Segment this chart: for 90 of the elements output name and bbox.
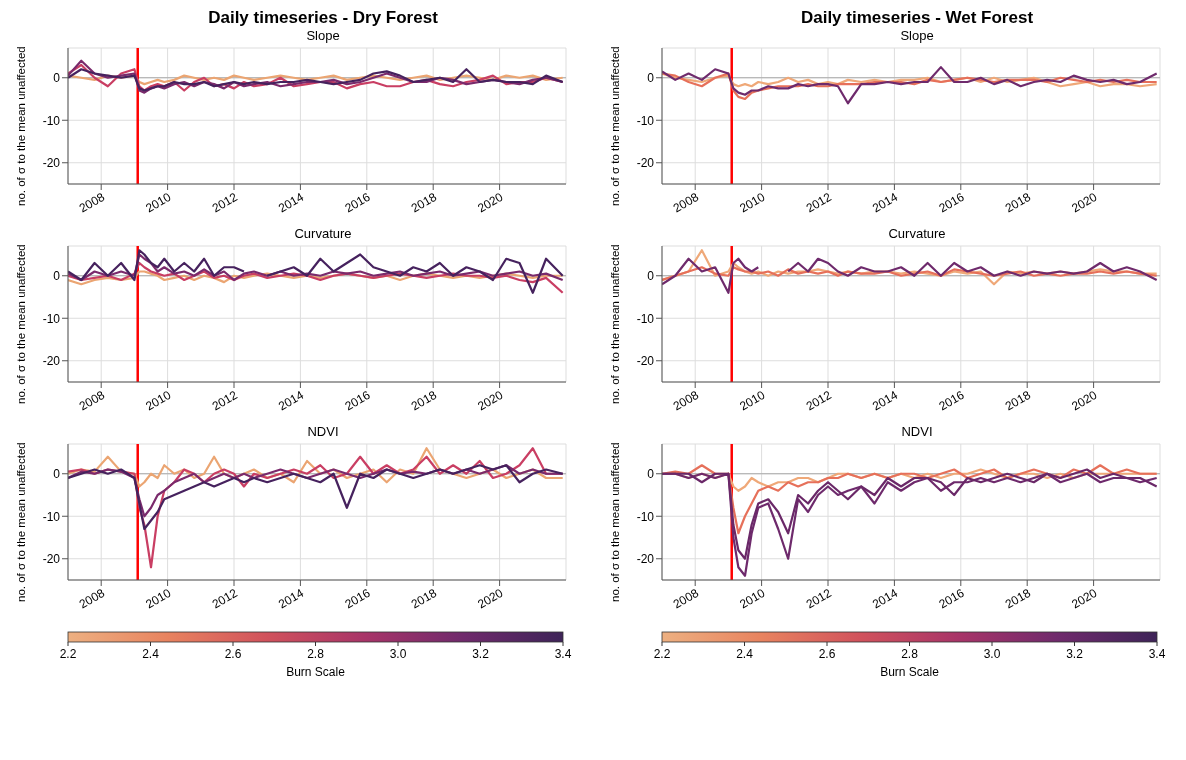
chart-subtitle: Curvature [293,226,353,242]
x-tick-label: 2016 [342,585,373,612]
x-tick-label: 2018 [408,189,440,216]
x-tick-label: 2010 [143,387,174,414]
x-tick-label: 2010 [143,189,174,216]
x-tick-label: 2008 [76,387,108,414]
x-tick-label: 2020 [475,387,506,414]
x-tick-label: 2012 [209,585,241,612]
chart-subtitle: Curvature [887,226,947,242]
y-tick-label: 0 [647,467,655,482]
color-bar-label: 3.0 [389,647,407,661]
color-bar-label: 2.8 [307,647,325,661]
x-tick-label: 2018 [1002,387,1034,414]
y-axis-title: no. of σ to the mean unaffected [609,442,622,602]
x-tick-label: 2008 [670,189,702,216]
y-tick-label: -20 [636,354,655,369]
y-tick-label: -20 [42,156,61,171]
color-bar-label: 3.2 [1066,647,1084,661]
chart-subtitle: NDVI [306,424,340,440]
y-tick-label: -10 [636,113,655,128]
x-tick-label: 2014 [870,585,901,612]
color-bar-label: 2.2 [59,647,77,661]
color-bar-title: Burn Scale [880,665,940,679]
color-bar-label: 2.4 [736,647,754,661]
x-tick-label: 2014 [870,189,901,216]
y-tick-label: -20 [42,552,61,567]
y-tick-label: -10 [42,311,61,326]
color-bar-title: Burn Scale [286,665,346,679]
y-tick-label: -20 [42,354,61,369]
y-tick-label: -10 [636,311,655,326]
y-tick-label: -10 [42,509,61,524]
x-tick-label: 2010 [737,387,768,414]
color-bar-label: 2.2 [653,647,671,661]
x-tick-label: 2008 [670,585,702,612]
x-tick-label: 2010 [143,585,174,612]
color-bar-label: 3.0 [983,647,1001,661]
color-bar-label: 3.4 [554,647,572,661]
chart-subtitle: Slope [899,28,935,44]
x-tick-label: 2014 [276,387,307,414]
color-bar-label: 2.8 [901,647,919,661]
color-bar-label: 3.2 [472,647,490,661]
x-tick-label: 2010 [737,189,768,216]
x-tick-label: 2016 [342,387,373,414]
color-bar-label: 2.4 [142,647,160,661]
x-tick-label: 2014 [276,189,307,216]
x-tick-label: 2018 [1002,189,1034,216]
color-bar-label: 3.4 [1148,647,1166,661]
y-tick-label: -10 [42,113,61,128]
x-tick-label: 2012 [803,189,835,216]
x-tick-label: 2020 [1069,585,1100,612]
y-axis-title: no. of σ to the mean unaffected [609,244,622,404]
x-tick-label: 2018 [408,387,440,414]
x-tick-label: 2016 [936,189,967,216]
x-tick-label: 2014 [276,585,307,612]
y-axis-title: no. of σ to the mean unaffected [15,442,28,602]
x-tick-label: 2012 [209,189,241,216]
y-tick-label: -20 [636,156,655,171]
y-tick-label: -20 [636,552,655,567]
y-axis-title: no. of σ to the mean unaffected [609,46,622,206]
chart-subtitle: NDVI [900,424,934,440]
chart-title: Daily timeseries - Wet Forest [799,8,1035,28]
x-tick-label: 2012 [209,387,241,414]
x-tick-label: 2008 [76,585,108,612]
x-tick-label: 2018 [408,585,440,612]
color-bar-label: 2.6 [818,647,836,661]
x-tick-label: 2020 [475,189,506,216]
x-tick-label: 2012 [803,387,835,414]
y-tick-label: 0 [53,467,61,482]
x-tick-label: 2016 [342,189,373,216]
x-tick-label: 2020 [475,585,506,612]
x-tick-label: 2016 [936,585,967,612]
x-tick-label: 2012 [803,585,835,612]
chart-title: Daily timeseries - Dry Forest [207,8,439,28]
y-tick-label: 0 [53,269,61,284]
x-tick-label: 2008 [76,189,108,216]
x-tick-label: 2020 [1069,387,1100,414]
y-axis-title: no. of σ to the mean unaffected [15,46,28,206]
y-tick-label: -10 [636,509,655,524]
x-tick-label: 2010 [737,585,768,612]
y-tick-label: 0 [53,71,61,86]
y-axis-title: no. of σ to the mean unaffected [15,244,28,404]
x-tick-label: 2020 [1069,189,1100,216]
x-tick-label: 2016 [936,387,967,414]
color-bar-label: 2.6 [224,647,242,661]
x-tick-label: 2014 [870,387,901,414]
y-tick-label: 0 [647,269,655,284]
x-tick-label: 2008 [670,387,702,414]
x-tick-label: 2018 [1002,585,1034,612]
chart-subtitle: Slope [305,28,341,44]
y-tick-label: 0 [647,71,655,86]
